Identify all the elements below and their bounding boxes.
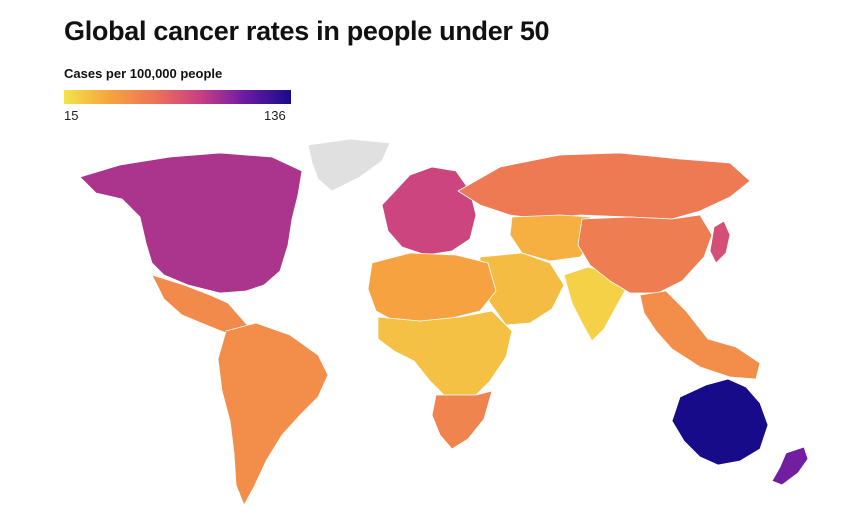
region-north-america xyxy=(79,152,303,294)
region-southeast-asia xyxy=(639,290,761,380)
region-japan xyxy=(709,220,731,264)
region-south-america xyxy=(217,322,329,506)
chart-title: Global cancer rates in people under 50 xyxy=(64,16,550,46)
region-sub-saharan-africa xyxy=(377,310,513,398)
legend-title: Cases per 100,000 people xyxy=(64,66,223,81)
legend-max-label: 136 xyxy=(264,108,286,123)
region-greenland xyxy=(307,138,391,192)
region-russia xyxy=(457,152,751,220)
legend-min-label: 15 xyxy=(64,108,79,123)
region-north-africa xyxy=(367,252,497,324)
region-china xyxy=(577,214,713,294)
region-new-zealand xyxy=(771,446,809,486)
world-map xyxy=(79,138,809,506)
region-europe xyxy=(381,166,477,256)
region-australia xyxy=(671,378,769,466)
region-southern-africa xyxy=(431,390,493,450)
region-central-asia xyxy=(509,214,597,262)
legend-color-scale xyxy=(64,90,291,104)
